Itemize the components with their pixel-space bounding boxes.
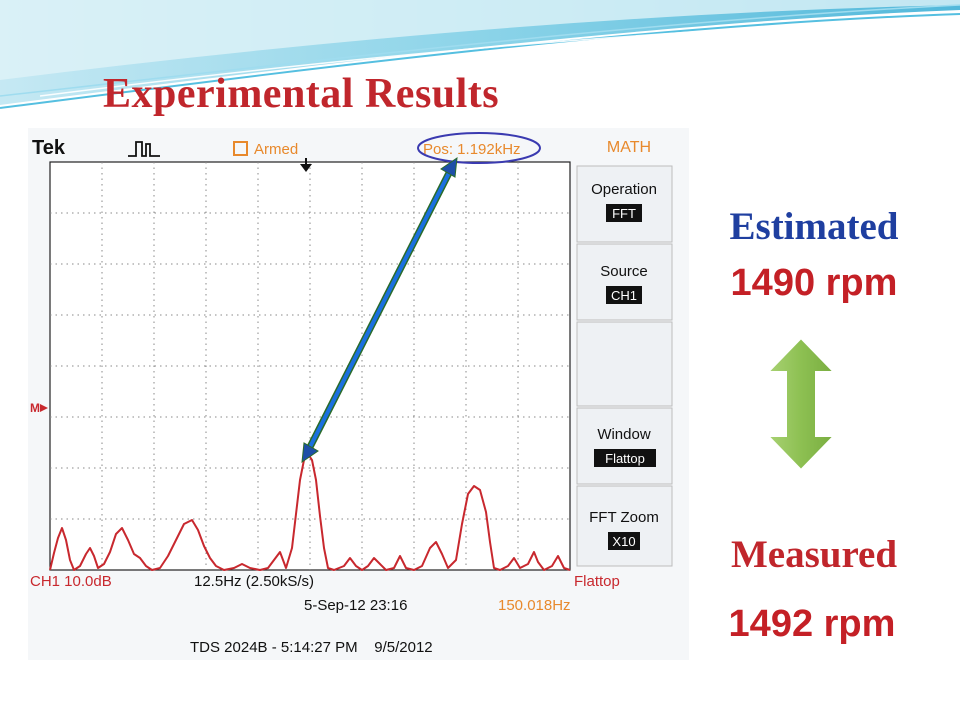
estimated-value: 1490 rpm (730, 262, 898, 304)
double-arrow-icon (766, 336, 836, 472)
datetime-readout: 5-Sep-12 23:16 (304, 597, 407, 614)
measured-label: Measured (730, 533, 898, 576)
menu-item-value: Flattop (605, 451, 645, 466)
measured-value: 1492 rpm (728, 603, 896, 645)
instrument-footer: TDS 2024B - 5:14:27 PM 9/5/2012 (190, 639, 433, 656)
menu-item-value: CH1 (611, 288, 637, 303)
channel-scale-readout: CH1 10.0dB (30, 573, 112, 590)
menu-item-label: Operation (591, 181, 657, 198)
armed-indicator-icon (233, 141, 248, 156)
frequency-readout: 150.018Hz (498, 597, 571, 614)
menu-item-window[interactable]: Window Flattop (576, 407, 673, 485)
acquisition-status: Armed (254, 141, 298, 158)
math-reference-marker: M (30, 401, 40, 415)
menu-item-fft-zoom[interactable]: FFT Zoom X10 (576, 485, 673, 567)
oscilloscope-screenshot: Tek Armed Pos: 1.192kHz MATH Operation F… (28, 128, 689, 660)
menu-item-value: X10 (612, 534, 635, 549)
menu-item-label: FFT Zoom (589, 509, 659, 526)
scope-brand: Tek (32, 137, 66, 159)
annotation-arrow (301, 156, 458, 464)
menu-title: MATH (607, 139, 651, 156)
menu-item-source[interactable]: Source CH1 (576, 243, 673, 321)
header-wave (0, 0, 960, 109)
window-readout: Flattop (574, 573, 620, 590)
reference-arrow-icon (40, 404, 48, 412)
menu-item-label: Window (597, 426, 651, 443)
slide-title: Experimental Results (103, 71, 500, 117)
menu-item-operation[interactable]: Operation FFT (576, 165, 673, 243)
span-readout: 12.5Hz (2.50kS/s) (194, 573, 314, 590)
menu-item-value: FFT (612, 206, 636, 221)
trigger-position-marker-icon (300, 164, 312, 172)
menu-item-empty (576, 321, 673, 407)
position-readout: Pos: 1.192kHz (423, 141, 521, 158)
position-highlight-ellipse (417, 132, 541, 164)
estimated-label: Estimated (729, 205, 899, 248)
plot-grid (50, 162, 570, 570)
menu-item-label: Source (600, 263, 648, 280)
trigger-pulse-icon (128, 141, 160, 157)
